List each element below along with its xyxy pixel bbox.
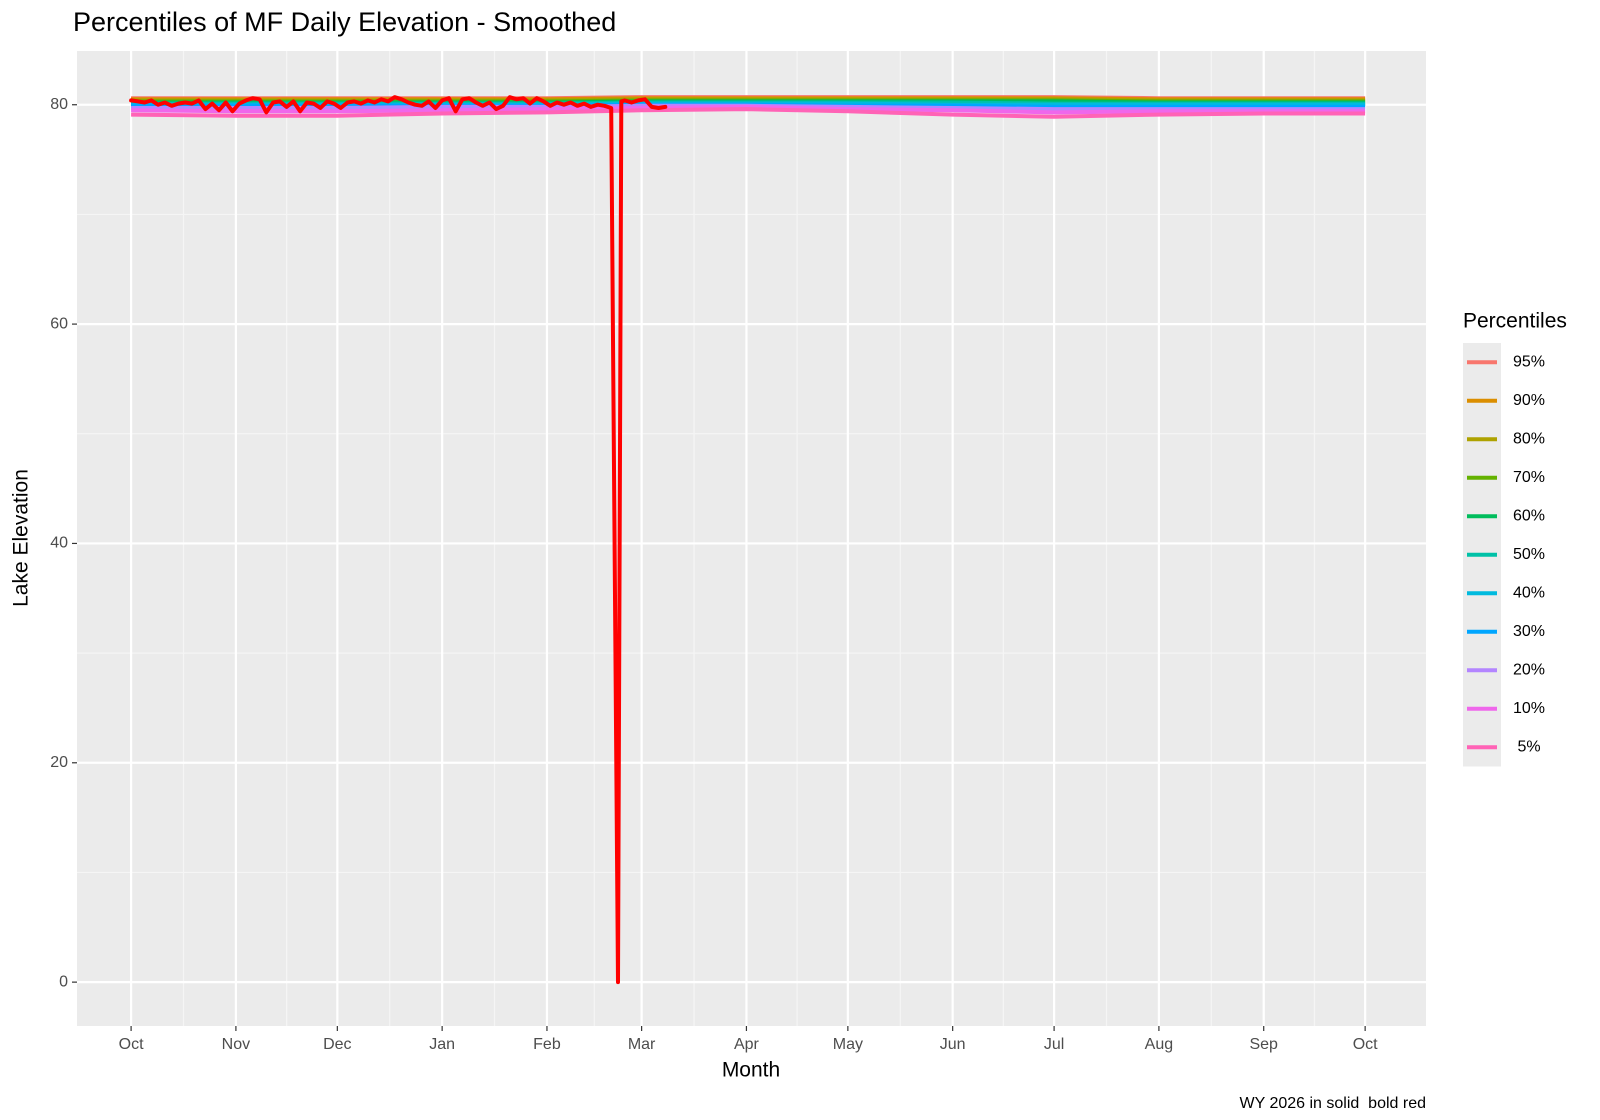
x-tick-label: Oct [1353,1036,1378,1053]
legend-label: 80% [1513,430,1545,447]
y-tick-label: 0 [59,973,68,990]
legend-label: 90% [1513,392,1545,409]
y-tick-label: 80 [50,96,68,113]
plot-panel [77,51,1426,1026]
legend-label: 95% [1513,353,1545,370]
legend-label: 20% [1513,661,1545,678]
x-tick-label: Dec [323,1036,351,1053]
legend-label: 40% [1513,584,1545,601]
legend-label: 10% [1513,700,1545,717]
x-tick-label: Jan [429,1036,455,1053]
legend-label: 30% [1513,623,1545,640]
x-tick-label: Sep [1249,1036,1278,1053]
chart-title: Percentiles of MF Daily Elevation - Smoo… [73,7,616,37]
current-year-line [129,95,668,985]
y-tick-label: 40 [50,535,68,552]
x-tick-label: Aug [1145,1036,1173,1053]
legend-title: Percentiles [1463,310,1567,333]
legend-label: 50% [1513,546,1545,563]
y-tick-label: 60 [50,315,68,332]
x-axis-title: Month [722,1059,780,1082]
x-tick-label: May [833,1036,863,1053]
x-tick-label: Jun [940,1036,966,1053]
y-axis-title: Lake Elevation [10,469,33,607]
x-tick-label: Mar [628,1036,656,1053]
legend-label: 70% [1513,469,1545,486]
x-tick-label: Oct [119,1036,144,1053]
caption: WY 2026 in solid bold red [1240,1095,1426,1112]
x-tick-label: Apr [734,1036,760,1053]
legend-label: 5% [1513,738,1541,755]
x-tick-label: Feb [533,1036,561,1053]
x-tick-label: Jul [1044,1036,1064,1053]
percentile-line [131,107,1366,119]
legend-label: 60% [1513,507,1545,524]
x-tick-label: Nov [222,1036,250,1053]
y-tick-label: 20 [50,754,68,771]
percentile-line [131,104,1366,115]
